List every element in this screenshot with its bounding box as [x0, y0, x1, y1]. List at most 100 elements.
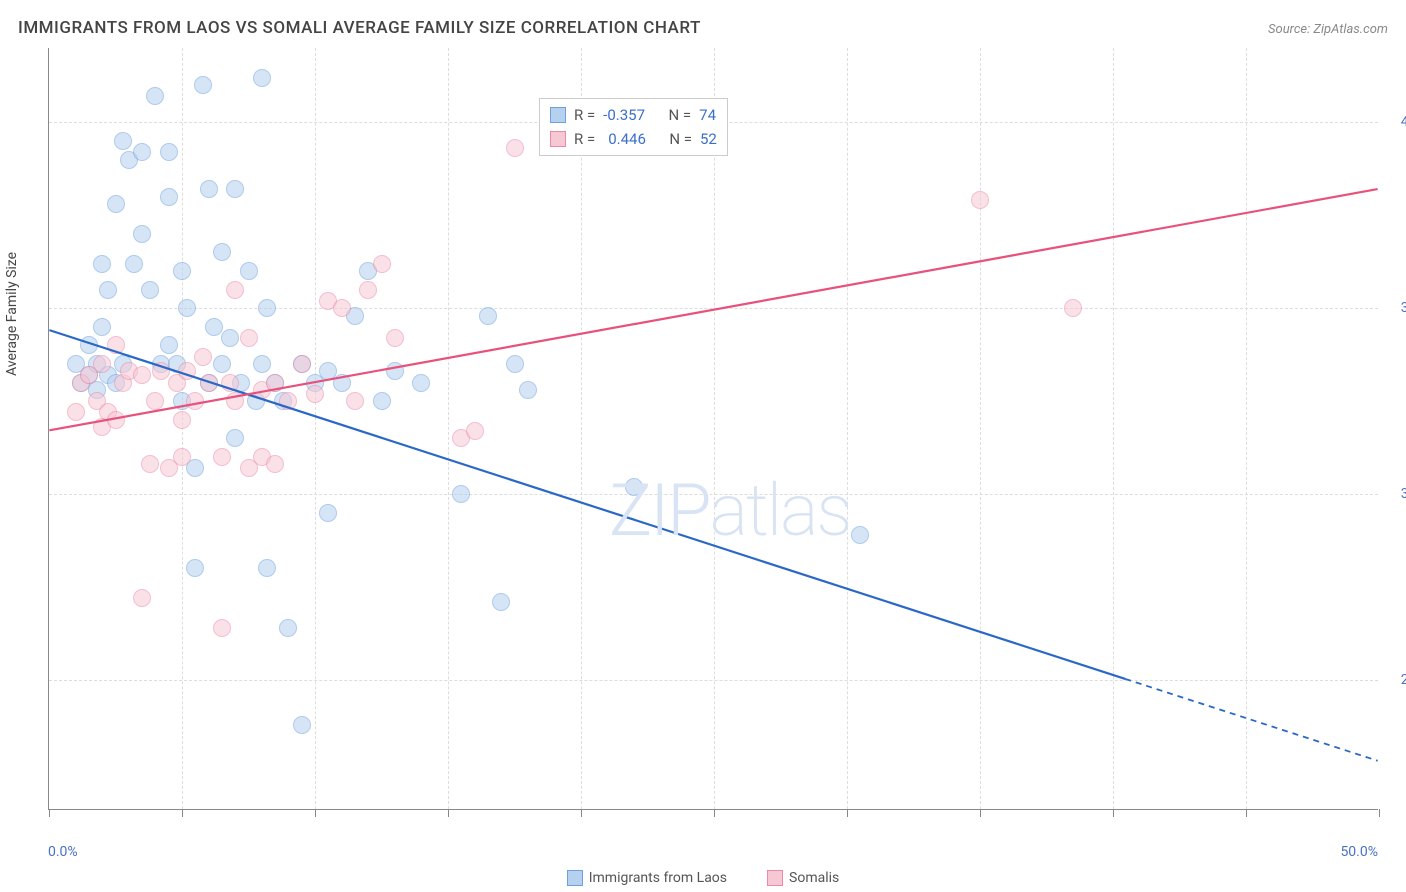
gridline-v: [581, 48, 582, 809]
legend-bottom: Immigrants from Laos Somalis: [0, 870, 1406, 886]
point-laos: [851, 526, 869, 544]
point-laos: [258, 299, 276, 317]
gridline-v: [1246, 48, 1247, 809]
point-laos: [519, 381, 537, 399]
point-somalis: [146, 392, 164, 410]
point-somalis: [386, 329, 404, 347]
point-somalis: [93, 355, 111, 373]
point-laos: [80, 336, 98, 354]
point-somalis: [346, 392, 364, 410]
point-laos: [386, 362, 404, 380]
chart-plot-area: 2.503.003.504.00 ZIPatlas R = -0.357 N =…: [48, 48, 1378, 810]
point-laos: [258, 559, 276, 577]
point-laos: [253, 355, 271, 373]
point-somalis: [506, 139, 524, 157]
legend-item-somalis: Somalis: [767, 870, 839, 886]
point-somalis: [152, 362, 170, 380]
point-laos: [333, 374, 351, 392]
point-somalis: [1064, 299, 1082, 317]
point-laos: [173, 262, 191, 280]
point-somalis: [173, 448, 191, 466]
point-somalis: [306, 385, 324, 403]
legend-item-laos: Immigrants from Laos: [567, 870, 727, 886]
x-tick: [182, 809, 183, 817]
x-tick: [980, 809, 981, 817]
legend-swatch-laos: [567, 870, 583, 886]
point-laos: [319, 504, 337, 522]
point-somalis: [141, 455, 159, 473]
point-laos: [240, 262, 258, 280]
x-tick: [49, 809, 50, 817]
stats-row-somalis: R = 0.446 N = 52: [550, 127, 717, 151]
gridline-v: [714, 48, 715, 809]
gridline-v: [448, 48, 449, 809]
point-somalis: [200, 374, 218, 392]
point-somalis: [226, 281, 244, 299]
gridline-v: [980, 48, 981, 809]
point-laos: [186, 559, 204, 577]
x-tick: [847, 809, 848, 817]
point-somalis: [359, 281, 377, 299]
x-tick: [1379, 809, 1380, 817]
point-laos: [213, 355, 231, 373]
x-tick: [1246, 809, 1247, 817]
scatter-plot: 2.503.003.504.00: [49, 48, 1378, 809]
point-laos: [133, 225, 151, 243]
point-laos: [221, 329, 239, 347]
point-somalis: [266, 455, 284, 473]
point-somalis: [293, 355, 311, 373]
point-somalis: [221, 374, 239, 392]
point-somalis: [107, 336, 125, 354]
x-label-min: 0.0%: [48, 844, 78, 860]
stats-box: R = -0.357 N = 74 R = 0.446 N = 52: [539, 98, 728, 156]
point-somalis: [466, 422, 484, 440]
point-laos: [178, 299, 196, 317]
x-tick: [714, 809, 715, 817]
x-tick: [448, 809, 449, 817]
point-laos: [114, 132, 132, 150]
point-laos: [160, 143, 178, 161]
chart-title: IMMIGRANTS FROM LAOS VS SOMALI AVERAGE F…: [18, 18, 701, 38]
legend-swatch-somalis: [767, 870, 783, 886]
y-tick-label: 3.00: [1388, 486, 1406, 502]
point-somalis: [173, 411, 191, 429]
point-laos: [452, 485, 470, 503]
point-laos: [293, 716, 311, 734]
point-laos: [253, 69, 271, 87]
point-somalis: [133, 589, 151, 607]
gridline-v: [847, 48, 848, 809]
point-laos: [373, 392, 391, 410]
point-laos: [506, 355, 524, 373]
point-somalis: [373, 255, 391, 273]
point-somalis: [333, 299, 351, 317]
point-somalis: [107, 411, 125, 429]
point-somalis: [213, 448, 231, 466]
x-label-max: 50.0%: [1340, 844, 1378, 860]
point-laos: [146, 87, 164, 105]
point-somalis: [186, 392, 204, 410]
stats-row-laos: R = -0.357 N = 74: [550, 103, 717, 127]
point-laos: [194, 76, 212, 94]
y-axis-title: Average Family Size: [4, 252, 20, 376]
point-somalis: [971, 191, 989, 209]
point-laos: [200, 180, 218, 198]
gridline-v: [315, 48, 316, 809]
point-laos: [141, 281, 159, 299]
point-laos: [492, 593, 510, 611]
chart-header: IMMIGRANTS FROM LAOS VS SOMALI AVERAGE F…: [18, 18, 1388, 38]
point-laos: [205, 318, 223, 336]
point-laos: [625, 478, 643, 496]
legend-label-somalis: Somalis: [789, 870, 839, 886]
y-tick-label: 4.00: [1388, 114, 1406, 130]
point-laos: [93, 318, 111, 336]
point-laos: [93, 255, 111, 273]
gridline-v: [1113, 48, 1114, 809]
point-somalis: [240, 329, 258, 347]
chart-source: Source: ZipAtlas.com: [1268, 22, 1388, 37]
point-somalis: [213, 619, 231, 637]
point-somalis: [67, 403, 85, 421]
point-laos: [213, 243, 231, 261]
point-laos: [160, 336, 178, 354]
point-laos: [226, 429, 244, 447]
x-tick: [581, 809, 582, 817]
